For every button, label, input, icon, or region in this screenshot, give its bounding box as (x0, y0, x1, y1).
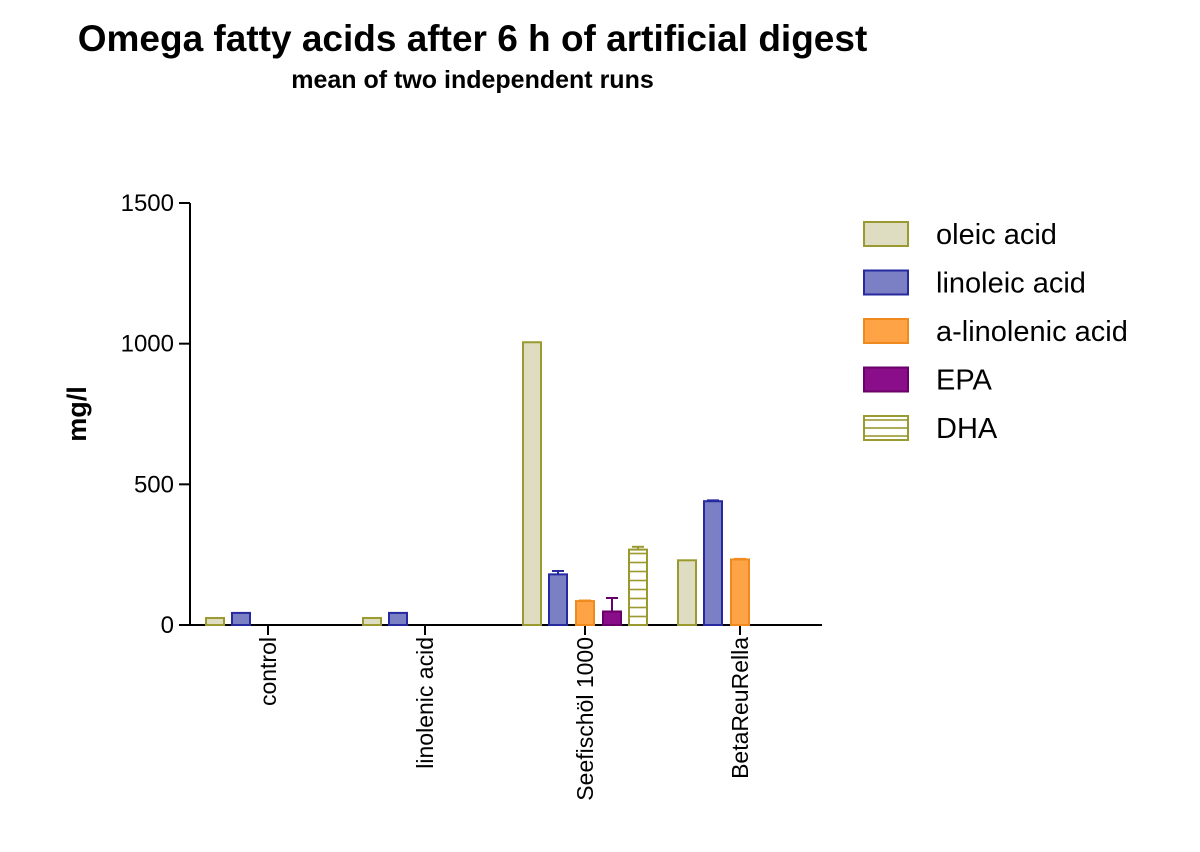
y-tick-label: 1500 (121, 190, 174, 217)
y-axis-label: mg/l (62, 386, 92, 442)
bar (602, 610, 622, 626)
x-tick-label: BetaReuRella (727, 637, 753, 779)
bar (231, 611, 251, 626)
bar (548, 573, 568, 626)
bars-group (205, 341, 750, 627)
bar (388, 611, 408, 626)
legend-swatch (863, 221, 909, 247)
x-tick-label: control (255, 637, 281, 706)
legend: oleic acid linoleic acid a-linolenic acid E… (863, 219, 1128, 445)
chart-subtitle: mean of two independent runs (291, 66, 654, 94)
y-tick-label: 500 (134, 471, 174, 498)
bar (522, 341, 542, 626)
bar (362, 616, 382, 627)
y-tick-label: 1000 (121, 331, 174, 358)
bar (205, 616, 225, 627)
legend-swatch (863, 318, 909, 344)
legend-label: oleic acid (936, 219, 1057, 251)
legend-label: DHA (936, 413, 998, 445)
y-tick-label: 0 (161, 612, 174, 639)
x-tick-label: Seefischöl 1000 (572, 637, 598, 801)
x-tick-label: linolenic acid (412, 637, 438, 769)
legend-label: EPA (936, 365, 993, 397)
legend-swatch (863, 269, 909, 296)
bar (730, 558, 750, 627)
legend-label: a-linolenic acid (936, 316, 1128, 348)
legend-label: linoleic acid (936, 268, 1086, 300)
bar (703, 500, 723, 627)
axes: 0 500 1000 1500 control linolenic acid Seefisc… (121, 190, 822, 801)
bar (575, 600, 595, 627)
bar (628, 548, 648, 626)
legend-swatch (863, 366, 909, 393)
bar (677, 559, 697, 626)
legend-swatch (863, 415, 909, 441)
chart-title: Omega fatty acids after 6 h of artificia… (77, 18, 868, 59)
